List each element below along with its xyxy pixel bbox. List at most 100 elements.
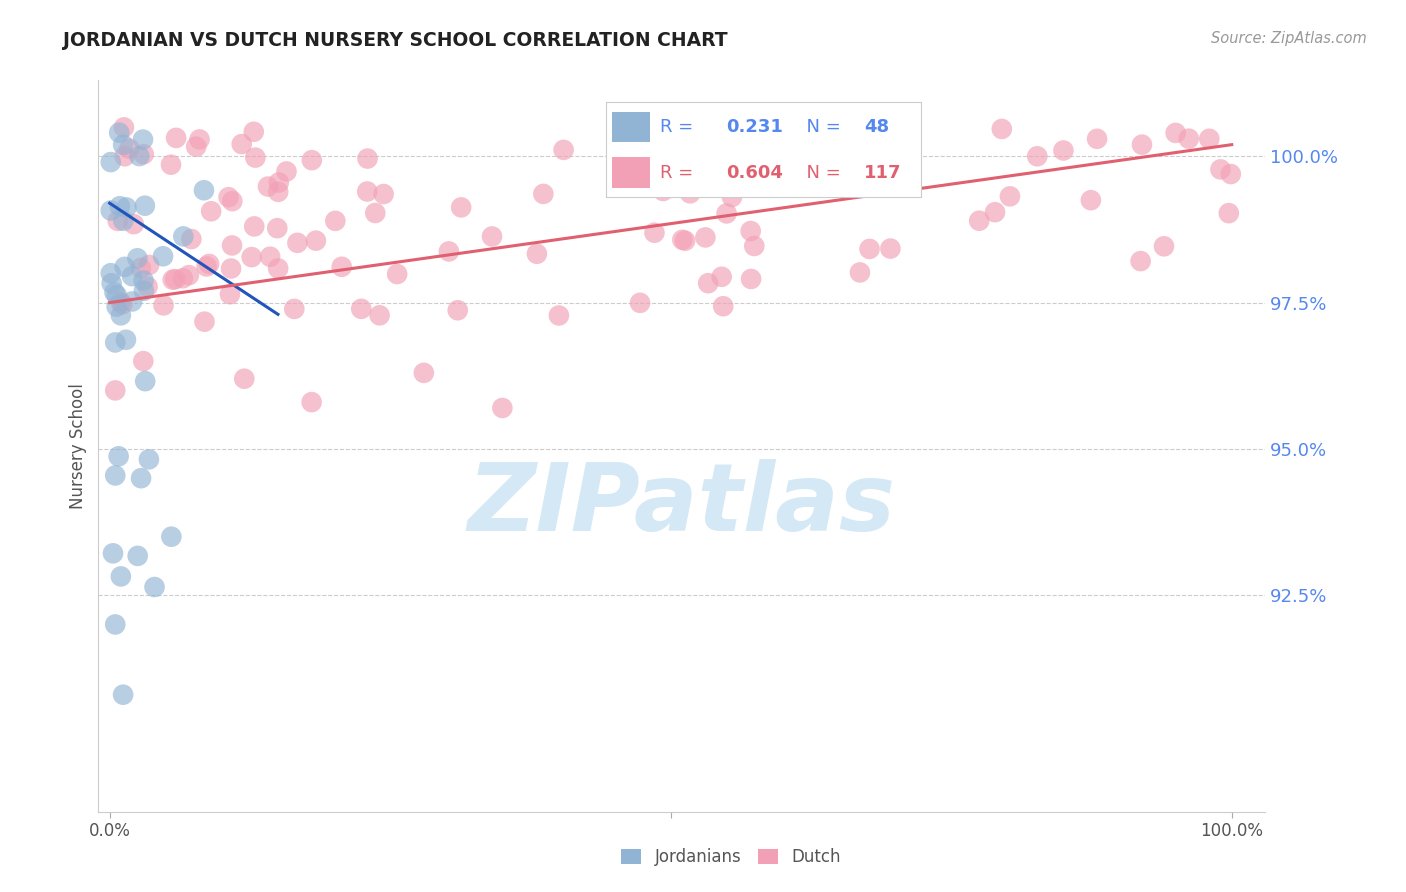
Point	[128, 149, 150, 163]
Point	[162, 273, 184, 287]
Point	[112, 688, 135, 702]
Legend: Jordanians, Dutch: Jordanians, Dutch	[613, 840, 849, 875]
Point	[526, 247, 548, 261]
Point	[104, 384, 127, 398]
Point	[998, 189, 1021, 203]
Point	[1219, 167, 1241, 181]
Point	[356, 185, 378, 199]
Text: ZIPatlas: ZIPatlas	[468, 458, 896, 550]
Point	[450, 200, 472, 214]
Point	[1130, 137, 1153, 152]
Point	[967, 213, 990, 227]
Point	[172, 271, 194, 285]
Text: JORDANIAN VS DUTCH NURSERY SCHOOL CORRELATION CHART: JORDANIAN VS DUTCH NURSERY SCHOOL CORREL…	[63, 31, 728, 50]
Point	[193, 183, 215, 197]
Point	[165, 272, 187, 286]
Point	[437, 244, 460, 259]
Point	[695, 230, 717, 244]
Text: Source: ZipAtlas.com: Source: ZipAtlas.com	[1211, 31, 1367, 46]
Point	[127, 252, 149, 266]
Point	[1026, 149, 1049, 163]
Point	[243, 219, 266, 234]
Point	[233, 372, 256, 386]
Point	[132, 354, 155, 368]
Point	[325, 214, 347, 228]
Point	[1080, 193, 1102, 207]
Point	[879, 242, 901, 256]
Point	[716, 206, 738, 220]
Point	[643, 226, 665, 240]
Point	[180, 232, 202, 246]
Point	[152, 249, 174, 263]
Point	[710, 269, 733, 284]
Point	[112, 120, 135, 135]
Point	[101, 546, 124, 560]
Point	[200, 204, 222, 219]
Point	[115, 201, 138, 215]
Point	[305, 234, 328, 248]
Point	[1052, 144, 1074, 158]
Point	[257, 179, 280, 194]
Point	[134, 374, 156, 388]
Point	[143, 580, 166, 594]
Point	[245, 151, 267, 165]
Point	[1164, 126, 1187, 140]
Point	[172, 229, 194, 244]
Point	[122, 217, 145, 231]
Point	[266, 221, 288, 235]
Point	[219, 287, 242, 301]
Point	[132, 284, 155, 298]
Point	[330, 260, 353, 274]
Point	[548, 309, 571, 323]
Point	[267, 176, 290, 190]
Point	[356, 152, 378, 166]
Point	[110, 295, 132, 310]
Point	[112, 137, 135, 152]
Point	[121, 294, 143, 309]
Point	[671, 233, 693, 247]
Point	[859, 127, 882, 141]
Point	[105, 300, 128, 314]
Point	[1209, 162, 1232, 177]
Point	[1085, 132, 1108, 146]
Point	[759, 132, 782, 146]
Point	[849, 265, 872, 279]
Point	[267, 261, 290, 276]
Point	[100, 203, 122, 218]
Point	[984, 205, 1007, 219]
Point	[697, 276, 720, 290]
Y-axis label: Nursery School: Nursery School	[69, 383, 87, 509]
Point	[129, 260, 152, 275]
Point	[553, 143, 575, 157]
Point	[221, 238, 243, 252]
Point	[447, 303, 470, 318]
Point	[104, 335, 127, 350]
Point	[673, 234, 696, 248]
Point	[132, 147, 155, 161]
Point	[108, 126, 131, 140]
Point	[825, 147, 848, 161]
Point	[676, 157, 699, 171]
Point	[219, 261, 242, 276]
Point	[711, 299, 734, 313]
Point	[100, 277, 122, 291]
Point	[114, 260, 136, 274]
Point	[628, 296, 651, 310]
Point	[136, 279, 159, 293]
Point	[165, 131, 187, 145]
Point	[100, 155, 122, 169]
Point	[111, 297, 134, 311]
Point	[259, 250, 281, 264]
Point	[368, 308, 391, 322]
Point	[114, 149, 136, 163]
Point	[740, 272, 762, 286]
Point	[1129, 254, 1152, 268]
Point	[385, 267, 408, 281]
Point	[138, 452, 160, 467]
Point	[132, 132, 155, 146]
Point	[842, 140, 865, 154]
Point	[858, 242, 880, 256]
Point	[195, 260, 218, 274]
Point	[103, 285, 125, 300]
Point	[835, 138, 858, 153]
